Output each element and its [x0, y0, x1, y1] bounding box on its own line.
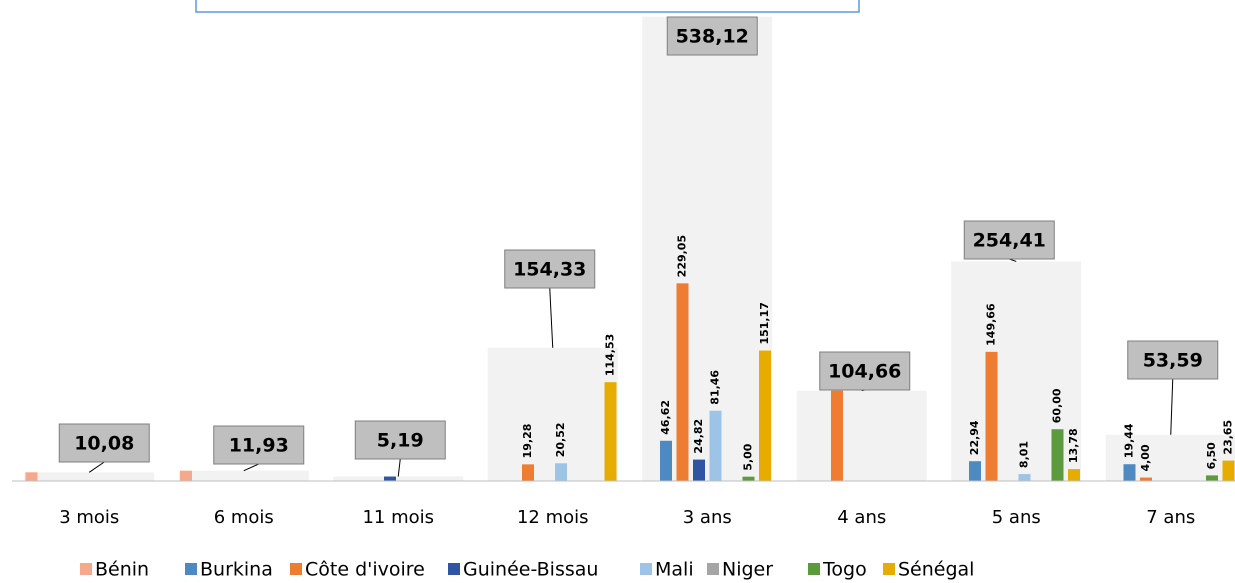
x-tick-label: 3 mois	[59, 507, 119, 528]
total-label: 5,19	[377, 430, 424, 452]
leader-line	[88, 461, 105, 473]
data-label: 19,44	[1123, 423, 1136, 458]
bar	[1222, 460, 1235, 481]
total-label: 154,33	[513, 259, 586, 281]
x-tick-label: 11 mois	[362, 507, 434, 528]
total-bar	[642, 16, 773, 481]
bar	[759, 350, 771, 481]
bar	[180, 470, 192, 481]
bar	[1206, 475, 1218, 481]
bar	[742, 476, 755, 481]
bar	[1140, 477, 1152, 481]
legend-swatch	[448, 563, 460, 575]
x-tick-label: 5 ans	[992, 507, 1041, 528]
bar	[604, 382, 617, 481]
total-bar	[24, 472, 155, 481]
title-box	[195, 0, 860, 13]
bar	[522, 464, 534, 481]
data-label: 60,00	[1051, 388, 1064, 423]
bar	[985, 351, 998, 481]
total-label-box	[666, 16, 758, 56]
x-tick-label: 12 mois	[517, 507, 589, 528]
data-label: 8,01	[1018, 441, 1031, 468]
total-label: 538,12	[676, 26, 749, 48]
data-label: 229,05	[676, 235, 689, 277]
x-tick-label: 4 ans	[837, 507, 886, 528]
legend-swatch	[707, 563, 719, 575]
legend-label: Côte d'ivoire	[305, 559, 425, 581]
legend-swatch	[808, 563, 820, 575]
legend-swatch	[80, 563, 92, 575]
x-tick-label: 6 mois	[214, 507, 274, 528]
data-label: 46,62	[659, 400, 672, 435]
bar	[1018, 474, 1031, 481]
data-label: 13,78	[1067, 428, 1080, 463]
legend-swatch	[185, 563, 197, 575]
total-bar	[487, 347, 618, 481]
data-label: 22,94	[968, 420, 981, 455]
bar	[676, 283, 689, 481]
legend-label: Mali	[655, 559, 694, 581]
x-tick-label: 3 ans	[683, 507, 732, 528]
legend-label: Togo	[822, 559, 867, 581]
total-label-box	[504, 249, 596, 289]
data-label: 23,65	[1222, 420, 1235, 455]
data-label: 149,66	[985, 303, 998, 346]
data-label: 4,00	[1139, 444, 1152, 471]
bar	[693, 459, 705, 481]
total-label: 11,93	[229, 435, 289, 457]
total-label: 10,08	[74, 433, 134, 455]
legend-label: Niger	[722, 559, 773, 581]
legend-label: Guinée-Bissau	[463, 559, 598, 581]
x-tick-label: 7 ans	[1146, 507, 1195, 528]
total-label-box	[213, 425, 305, 465]
leader-line	[397, 458, 401, 477]
total-label: 104,66	[828, 361, 901, 383]
total-label: 254,41	[973, 230, 1046, 252]
bar	[709, 410, 722, 481]
total-bar	[178, 470, 309, 481]
legend-swatch	[640, 563, 652, 575]
total-bar	[333, 476, 464, 481]
total-label-box	[1127, 340, 1219, 380]
bar	[660, 440, 672, 481]
data-label: 6,50	[1205, 442, 1218, 469]
leader-line	[1170, 378, 1174, 435]
legend-label: Bénin	[95, 559, 149, 581]
total-label-box	[354, 420, 446, 460]
bar	[1051, 429, 1064, 481]
total-label: 53,59	[1143, 350, 1203, 372]
bar	[969, 461, 981, 481]
leader-line	[243, 463, 259, 472]
bar	[1123, 464, 1136, 481]
data-label: 81,46	[709, 370, 722, 405]
bar	[384, 476, 396, 481]
leader-line	[549, 287, 554, 348]
legend-label: Sénégal	[898, 559, 974, 581]
bar	[831, 390, 843, 481]
total-bar	[796, 390, 927, 481]
data-label: 19,28	[521, 424, 534, 459]
total-label-box	[58, 423, 150, 463]
bar	[1068, 469, 1080, 481]
data-label: 114,53	[604, 334, 617, 376]
legend-swatch	[290, 563, 302, 575]
bar	[25, 472, 38, 481]
legend-swatch	[883, 563, 895, 575]
data-label: 151,17	[758, 302, 771, 344]
bar	[555, 463, 567, 481]
data-label: 20,52	[554, 422, 567, 457]
data-label: 24,82	[692, 419, 705, 454]
data-label: 5,00	[742, 443, 755, 470]
total-label-box	[963, 220, 1055, 260]
total-label-box	[819, 351, 911, 391]
legend-label: Burkina	[200, 559, 273, 581]
